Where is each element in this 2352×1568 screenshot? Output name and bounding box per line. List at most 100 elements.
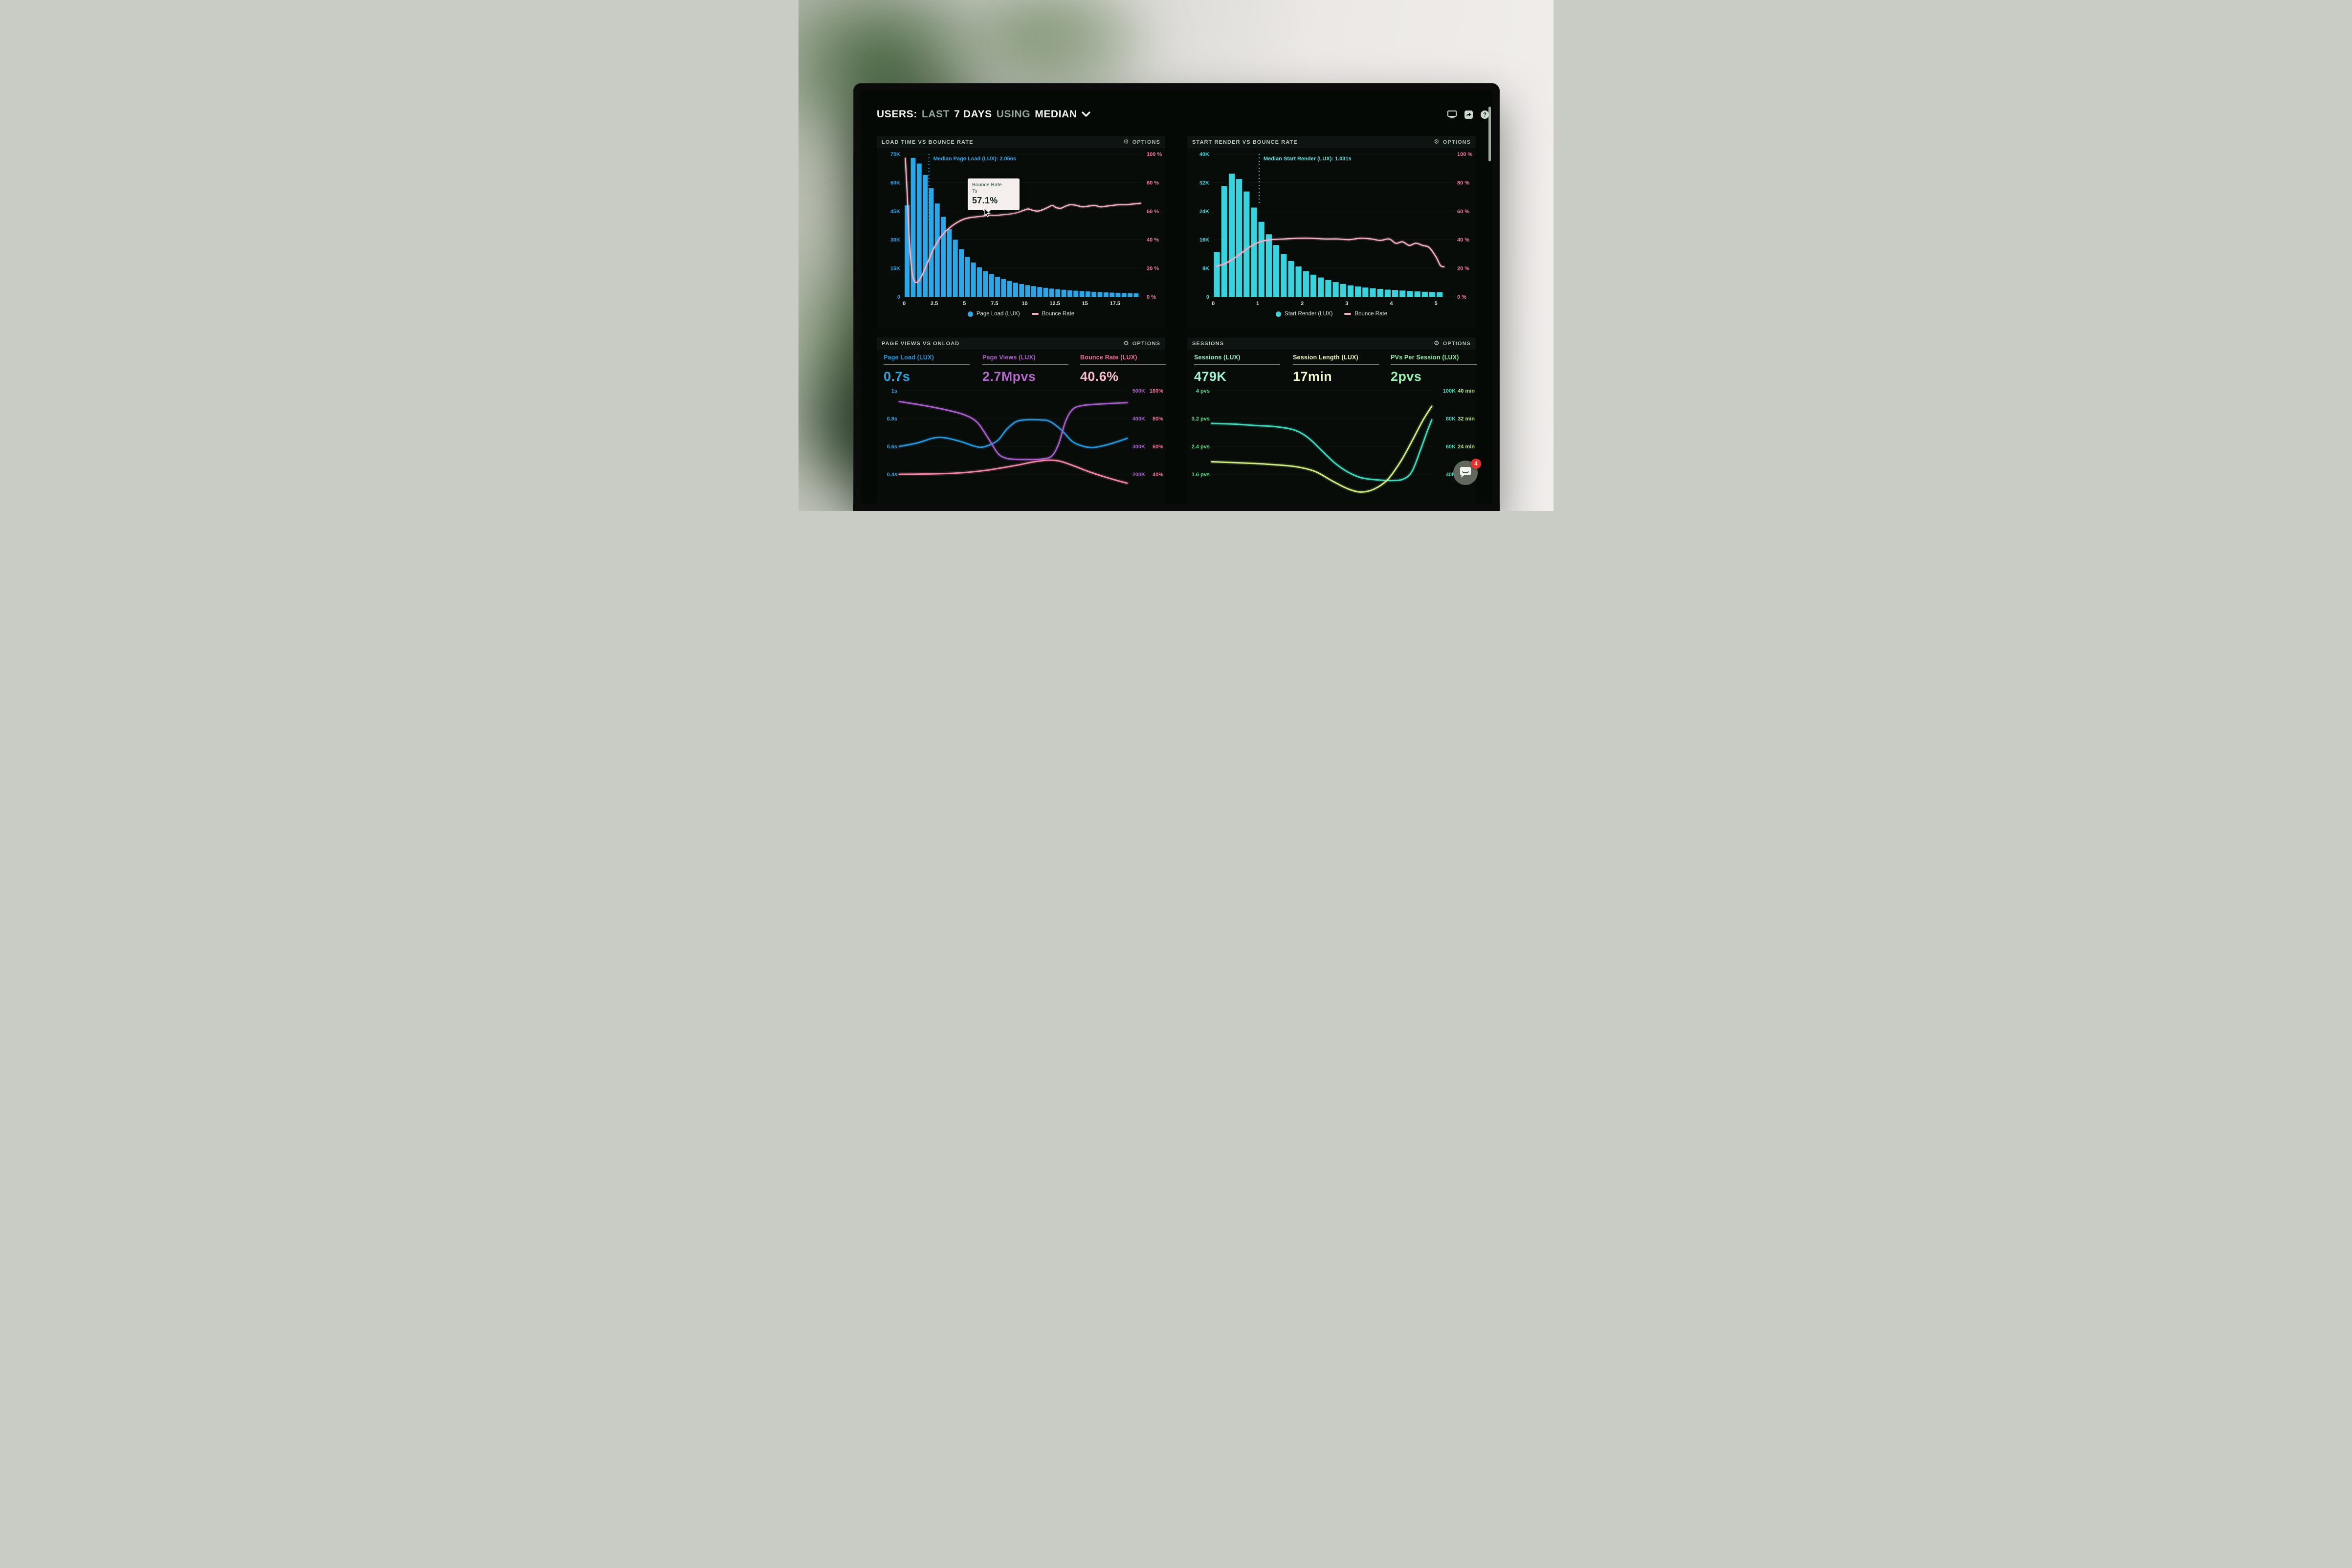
panel-title: PAGE VIEWS VS ONLOAD [882,340,960,347]
metric-label: PVs Per Session (LUX) [1391,354,1459,361]
legend-item-bounce-rate[interactable]: Bounce Rate [1031,311,1075,317]
svg-text:100 %: 100 % [1147,152,1162,157]
tooltip-series: Bounce Rate [972,182,1002,188]
metric-label: Sessions (LUX) [1194,354,1241,361]
metric-value: 0.7s [884,369,910,384]
svg-text:16K: 16K [1199,237,1209,243]
share-icon[interactable] [1464,110,1473,119]
svg-text:2.5: 2.5 [931,301,938,307]
svg-text:?: ? [1483,112,1487,118]
panel-title: SESSIONS [1192,340,1224,347]
help-icon[interactable]: ? [1481,110,1489,119]
start-render-chart[interactable]: 40K 32K 24K 16K 8K 0 100 % 80 % 60 % 40 % 20 % 0 % 0… [1187,148,1476,310]
metric-divider [982,364,1068,365]
svg-text:32 min: 32 min [1458,416,1475,422]
display-icon[interactable] [1447,110,1457,118]
panel-start-render-vs-bounce-rate: START RENDER VS BOUNCE RATE ⚙ OPTIONS 40… [1187,136,1476,329]
legend-dot-icon [967,311,973,317]
svg-text:40 %: 40 % [1457,237,1469,243]
legend-dot-icon [1276,311,1282,317]
legend-dash-icon [1344,313,1352,315]
laptop-bottom-bezel [853,504,1500,511]
load-time-chart[interactable]: 75K 60K 45K 30K 15K 0 100 % 80 % 60 % 40 % 20 % 0 %… [877,148,1165,310]
title-last: LAST [921,109,950,120]
svg-text:5: 5 [1434,301,1437,307]
options-button[interactable]: ⚙ OPTIONS [1434,340,1471,347]
svg-text:40K: 40K [1199,152,1209,157]
legend-item-page-load[interactable]: Page Load (LUX) [967,311,1020,317]
metric-value: 479K [1194,369,1227,384]
laptop: USERS: LAST 7 DAYS USING MEDIAN ? [853,83,1500,511]
svg-text:500K: 500K [1132,388,1145,394]
svg-text:0.4s: 0.4s [887,472,897,478]
svg-text:1: 1 [1256,301,1259,307]
chat-widget-button[interactable]: 4 [1453,459,1481,485]
metric-divider [884,364,970,365]
options-label: OPTIONS [1442,340,1471,347]
tooltip-x-value: 7s [972,188,977,194]
svg-text:20 %: 20 % [1147,266,1159,272]
svg-text:0.8s: 0.8s [887,416,897,422]
options-button[interactable]: ⚙ OPTIONS [1123,340,1160,347]
gear-icon: ⚙ [1434,138,1440,146]
chart-legend: Page Load (LUX) Bounce Rate [877,311,1165,317]
metric-bounce-rate: Bounce Rate (LUX) 40.6% [1080,354,1176,384]
panel-page-views-vs-onload: PAGE VIEWS VS ONLOAD ⚙ OPTIONS Page Load… [877,337,1166,511]
svg-text:60K: 60K [1446,444,1456,450]
photo-background: USERS: LAST 7 DAYS USING MEDIAN ? [799,0,1553,511]
title-users: USERS: [877,109,917,120]
panel-load-time-vs-bounce-rate: LOAD TIME VS BOUNCE RATE ⚙ OPTIONS 75K 60… [877,136,1165,329]
tooltip-value: 57.1% [972,195,998,205]
svg-text:4 pvs: 4 pvs [1196,388,1210,394]
svg-text:Median Start Render (LUX): 1.0: Median Start Render (LUX): 1.031s [1264,156,1352,162]
panel-title: START RENDER VS BOUNCE RATE [1192,139,1298,145]
metrics-row: Page Load (LUX) 0.7s Page Views (LUX) 2.… [877,350,1166,389]
legend-item-bounce-rate[interactable]: Bounce Rate [1344,311,1387,317]
scrollbar-thumb[interactable] [1488,107,1491,161]
svg-text:100%: 100% [1150,388,1163,394]
metrics-row: Sessions (LUX) 479K Session Length (LUX)… [1187,350,1477,389]
svg-text:4: 4 [1390,301,1393,307]
svg-text:75K: 75K [890,152,900,157]
svg-text:45K: 45K [890,209,900,215]
chat-unread-badge: 4 [1471,459,1481,469]
panel-header: LOAD TIME VS BOUNCE RATE ⚙ OPTIONS [877,136,1165,148]
svg-text:80 %: 80 % [1457,180,1469,186]
title-days: 7 DAYS [954,109,992,120]
metric-value: 17min [1293,369,1332,384]
sessions-chart[interactable]: 4 pvs 3.2 pvs 2.4 pvs 1.6 pvs 100K 80K 60K 40K 4… [1187,388,1476,511]
options-button[interactable]: ⚙ OPTIONS [1434,139,1471,145]
legend-label: Bounce Rate [1042,311,1075,317]
legend-label: Bounce Rate [1354,311,1387,317]
svg-text:Median Page Load (LUX): 2.056s: Median Page Load (LUX): 2.056s [933,156,1016,162]
gear-icon: ⚙ [1434,340,1440,347]
svg-text:15K: 15K [890,266,900,272]
mouse-cursor-icon [984,208,991,217]
page-views-onload-chart[interactable]: 1s 0.8s 0.6s 0.4s 500K 400K 300K 200K 100% 80% 60%… [877,388,1165,511]
metric-label: Page Views (LUX) [982,354,1036,361]
chevron-down-icon [1081,111,1090,117]
metric-session-length: Session Length (LUX) 17min [1293,354,1388,384]
metric-value: 2pvs [1391,369,1422,384]
svg-text:0: 0 [1212,301,1215,307]
legend-label: Start Render (LUX) [1285,311,1333,317]
metric-divider [1080,364,1166,365]
toolbar-icons: ? [1447,110,1489,119]
svg-text:60K: 60K [890,180,900,186]
users-range-dropdown[interactable]: USERS: LAST 7 DAYS USING MEDIAN [877,109,1090,120]
svg-text:0 %: 0 % [1457,294,1466,300]
options-button[interactable]: ⚙ OPTIONS [1123,139,1160,145]
svg-text:8K: 8K [1202,266,1209,272]
svg-text:2.4 pvs: 2.4 pvs [1192,444,1210,450]
svg-text:20 %: 20 % [1457,266,1469,272]
legend-item-start-render[interactable]: Start Render (LUX) [1276,311,1332,317]
legend-label: Page Load (LUX) [976,311,1020,317]
svg-text:3: 3 [1345,301,1348,307]
svg-text:1s: 1s [891,388,897,394]
svg-text:200K: 200K [1132,472,1145,478]
svg-text:80 %: 80 % [1147,180,1159,186]
svg-text:0: 0 [1206,294,1209,300]
svg-text:24K: 24K [1199,209,1209,215]
svg-text:2: 2 [1301,301,1304,307]
metric-divider [1391,364,1477,365]
